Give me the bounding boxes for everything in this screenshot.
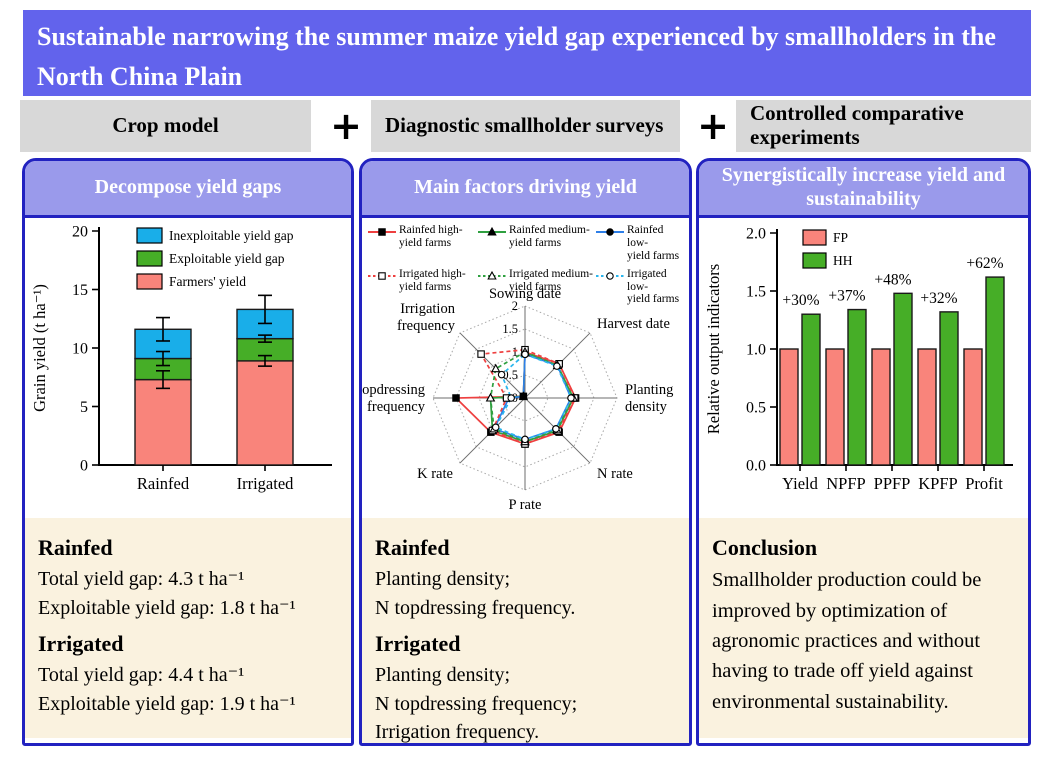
legend-label: Rainfed medium-yield farms (509, 224, 590, 249)
svg-text:Rainfed: Rainfed (137, 474, 190, 493)
svg-text:N topdressing: N topdressing (362, 382, 425, 398)
note-line: Exploitable yield gap: 1.8 t ha⁻¹ (38, 596, 296, 619)
note-heading-irrigated: Irrigated (375, 631, 461, 657)
legend-item: Rainfed medium-yield farms (478, 224, 596, 263)
svg-text:+30%: +30% (782, 292, 819, 309)
svg-text:15: 15 (72, 282, 88, 299)
svg-text:2: 2 (512, 299, 518, 313)
svg-text:Planting: Planting (625, 382, 673, 398)
svg-text:frequency: frequency (397, 318, 456, 334)
svg-text:N rate: N rate (597, 466, 633, 482)
svg-text:1.5: 1.5 (502, 322, 518, 336)
svg-text:0: 0 (80, 458, 88, 475)
svg-text:HH: HH (833, 253, 853, 268)
svg-text:5: 5 (80, 399, 88, 416)
note-heading-irrigated: Irrigated (38, 631, 124, 657)
svg-text:Yield: Yield (782, 474, 818, 493)
svg-text:+48%: +48% (874, 271, 911, 288)
legend-item: Rainfed low-yield farms (596, 224, 687, 263)
svg-text:Sowing date: Sowing date (489, 286, 561, 302)
legend-item: Irrigated medium-yield farms (478, 268, 596, 307)
svg-text:FP: FP (833, 230, 848, 245)
radar-chart: Rainfed high-yield farms Rainfed medium-y… (362, 218, 689, 518)
note-line: N topdressing frequency. (375, 596, 576, 619)
note-line: Planting density; (375, 664, 510, 687)
legend-item: Irrigated low-yield farms (596, 268, 687, 307)
panel-header-decompose: Decompose yield gaps (25, 161, 351, 218)
grouped-bar-chart: 0.0 0.5 1.0 1.5 2.0 +30% Yield +37% NPFP +48% PPFP… (699, 218, 1028, 518)
method-experiments: Controlled comparative experiments (736, 100, 1031, 152)
svg-text:2.0: 2.0 (746, 226, 766, 243)
note-line: Total yield gap: 4.4 t ha⁻¹ (38, 664, 245, 687)
radar-legend: Rainfed high-yield farms Rainfed medium-y… (362, 218, 689, 305)
svg-text:frequency: frequency (367, 399, 426, 415)
svg-text:1.0: 1.0 (746, 342, 766, 359)
legend-swatch (596, 228, 624, 236)
panel-increase-yield: Synergistically increase yield and susta… (696, 158, 1031, 746)
panel-main-factors: Main factors driving yield Rainfed high-… (359, 158, 692, 746)
svg-text:Relative output indicators: Relative output indicators (704, 264, 723, 434)
note-line: Irrigation frequency. (375, 721, 540, 744)
svg-text:KPFP: KPFP (918, 474, 957, 493)
note-line: Smallholder production could be improved… (712, 569, 982, 713)
plus-icon: + (697, 104, 729, 148)
stacked-bar-svg: 0 5 10 15 20 Rainfed Irrigated Inexploitable yi… (30, 224, 332, 493)
note-heading-conclusion: Conclusion (712, 535, 818, 560)
note-yield-gaps: Rainfed Total yield gap: 4.3 t ha⁻¹ Expl… (25, 518, 351, 738)
svg-text:1.5: 1.5 (746, 284, 766, 301)
legend-label: Rainfed low-yield farms (627, 224, 680, 262)
svg-text:K rate: K rate (417, 466, 453, 482)
legend-swatch (478, 270, 506, 280)
svg-text:1: 1 (512, 345, 518, 359)
svg-text:+37%: +37% (828, 288, 865, 305)
svg-text:Farmers' yield: Farmers' yield (169, 274, 246, 289)
svg-text:+32%: +32% (920, 290, 957, 307)
method-surveys: Diagnostic smallholder surveys (371, 100, 680, 152)
note-line: Planting density; (375, 568, 510, 591)
legend-item: Rainfed high-yield farms (368, 224, 478, 263)
note-heading-rainfed: Rainfed (38, 535, 113, 560)
plus-icon: + (330, 104, 362, 148)
method-crop-model: Crop model (20, 100, 311, 152)
svg-text:0.5: 0.5 (746, 400, 766, 417)
note-line: Total yield gap: 4.3 t ha⁻¹ (38, 568, 245, 591)
legend-label: Irrigated medium-yield farms (509, 267, 593, 293)
figure-title: Sustainable narrowing the summer maize y… (23, 10, 1031, 96)
note-line: N topdressing frequency; (375, 692, 578, 715)
svg-text:Exploitable yield gap: Exploitable yield gap (169, 251, 285, 266)
panel-decompose-yield-gaps: Decompose yield gaps 0 5 10 15 20 Rainfed Irri… (22, 158, 354, 746)
stacked-bar-chart: 0 5 10 15 20 Rainfed Irrigated Inexploitable yi… (25, 218, 351, 518)
svg-text:+62%: +62% (966, 255, 1003, 272)
note-line: Exploitable yield gap: 1.9 t ha⁻¹ (38, 692, 296, 715)
svg-text:Grain yield (t ha⁻¹): Grain yield (t ha⁻¹) (30, 284, 49, 412)
svg-text:0.0: 0.0 (746, 458, 766, 475)
svg-text:NPFP: NPFP (826, 474, 865, 493)
panel-header-synergy: Synergistically increase yield and susta… (699, 161, 1028, 218)
svg-text:P rate: P rate (509, 497, 542, 513)
legend-swatch (368, 271, 396, 280)
legend-swatch (368, 228, 396, 236)
legend-swatch (596, 271, 624, 280)
panel-header-factors: Main factors driving yield (362, 161, 689, 218)
legend-label: Irrigated high-yield farms (399, 267, 466, 293)
legend-swatch (478, 226, 506, 236)
svg-text:Inexploitable yield gap: Inexploitable yield gap (169, 228, 294, 243)
svg-text:Irrigation: Irrigation (400, 301, 456, 317)
legend-item: Irrigated high-yield farms (368, 268, 478, 307)
svg-text:10: 10 (72, 341, 88, 358)
note-conclusion: Conclusion Smallholder production could … (699, 518, 1028, 738)
svg-text:Profit: Profit (965, 474, 1003, 493)
svg-text:Harvest date: Harvest date (597, 316, 670, 332)
grouped-bar-svg: 0.0 0.5 1.0 1.5 2.0 +30% Yield +37% NPFP +48% PPFP… (704, 226, 1013, 493)
svg-text:PPFP: PPFP (874, 474, 911, 493)
svg-text:density: density (625, 399, 668, 415)
note-heading-rainfed: Rainfed (375, 535, 450, 560)
svg-text:Irrigated: Irrigated (237, 474, 295, 493)
legend-label: Irrigated low-yield farms (627, 267, 680, 306)
legend-label: Rainfed high-yield farms (399, 224, 463, 249)
svg-text:20: 20 (72, 224, 88, 241)
note-main-factors: Rainfed Planting density; N topdressing … (362, 518, 689, 744)
